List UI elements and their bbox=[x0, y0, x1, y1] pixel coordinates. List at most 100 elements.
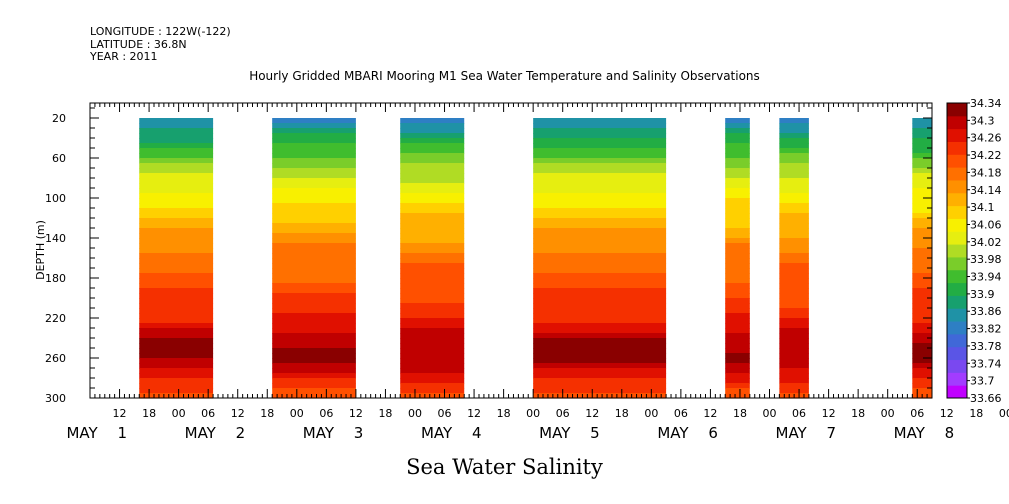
salinity-cell bbox=[533, 203, 667, 209]
salinity-cell bbox=[779, 263, 809, 269]
y-tick-label: 300 bbox=[45, 392, 66, 405]
colorbar-label: 33.98 bbox=[970, 253, 1002, 266]
x-tick-label: 18 bbox=[733, 407, 747, 420]
x-tick-label: 06 bbox=[674, 407, 688, 420]
salinity-cell bbox=[400, 288, 465, 294]
salinity-cell bbox=[779, 143, 809, 149]
salinity-cell bbox=[400, 188, 465, 194]
salinity-cell bbox=[912, 198, 932, 204]
colorbar-swatch bbox=[947, 179, 967, 194]
salinity-cell bbox=[139, 168, 214, 174]
salinity-cell bbox=[139, 308, 214, 314]
salinity-cell bbox=[912, 263, 932, 269]
salinity-cell bbox=[400, 118, 465, 124]
x-tick-label: 00 bbox=[763, 407, 777, 420]
x-tick-label: 06 bbox=[556, 407, 570, 420]
salinity-cell bbox=[400, 128, 465, 134]
salinity-cell bbox=[725, 363, 750, 369]
salinity-cell bbox=[725, 223, 750, 229]
salinity-cell bbox=[272, 248, 356, 254]
salinity-cell bbox=[272, 358, 356, 364]
salinity-cell bbox=[533, 338, 667, 344]
colorbar-swatch bbox=[947, 115, 967, 130]
salinity-cell bbox=[400, 333, 465, 339]
salinity-cell bbox=[912, 213, 932, 219]
salinity-cell bbox=[400, 323, 465, 329]
salinity-cell bbox=[139, 383, 214, 389]
longitude-label: LONGITUDE : 122W(-122) bbox=[90, 25, 231, 38]
salinity-cell bbox=[725, 118, 750, 124]
x-date-month: MAY bbox=[421, 424, 453, 442]
salinity-cell bbox=[400, 273, 465, 279]
salinity-cell bbox=[400, 293, 465, 299]
salinity-cell bbox=[725, 123, 750, 129]
salinity-cell bbox=[912, 328, 932, 334]
salinity-cell bbox=[912, 208, 932, 214]
salinity-cell bbox=[912, 253, 932, 259]
salinity-cell bbox=[272, 353, 356, 359]
y-axis-label: DEPTH (m) bbox=[34, 220, 47, 280]
salinity-cell bbox=[272, 213, 356, 219]
salinity-cell bbox=[272, 168, 356, 174]
salinity-cell bbox=[272, 338, 356, 344]
salinity-cell bbox=[139, 328, 214, 334]
salinity-cell bbox=[912, 193, 932, 199]
colorbar-label: 34.34 bbox=[970, 97, 1002, 110]
salinity-cell bbox=[139, 128, 214, 134]
x-tick-label: 06 bbox=[201, 407, 215, 420]
salinity-cell bbox=[400, 343, 465, 349]
salinity-cell bbox=[533, 218, 667, 224]
salinity-cell bbox=[912, 363, 932, 369]
salinity-cell bbox=[533, 188, 667, 194]
salinity-cell bbox=[779, 373, 809, 379]
salinity-cell bbox=[533, 353, 667, 359]
salinity-cell bbox=[139, 393, 214, 399]
salinity-cell bbox=[272, 383, 356, 389]
salinity-cell bbox=[779, 248, 809, 254]
colorbar-swatch bbox=[947, 308, 967, 322]
colorbar-label: 33.86 bbox=[970, 305, 1002, 318]
x-tick-label: 18 bbox=[615, 407, 629, 420]
salinity-cell bbox=[912, 388, 932, 394]
salinity-cell bbox=[725, 153, 750, 159]
salinity-cell bbox=[400, 158, 465, 164]
salinity-cell bbox=[533, 198, 667, 204]
salinity-cell bbox=[139, 248, 214, 254]
year-label: YEAR : 2011 bbox=[90, 50, 158, 63]
x-tick-label: 12 bbox=[349, 407, 363, 420]
colorbar-swatch bbox=[947, 154, 967, 168]
salinity-cell bbox=[139, 158, 214, 164]
salinity-cell bbox=[725, 208, 750, 214]
x-tick-label: 12 bbox=[585, 407, 599, 420]
salinity-cell bbox=[533, 178, 667, 184]
salinity-cell bbox=[725, 248, 750, 254]
colorbar-frame bbox=[946, 102, 968, 399]
x-tick-label: 06 bbox=[438, 407, 452, 420]
salinity-cell bbox=[400, 348, 465, 354]
salinity-cell bbox=[779, 198, 809, 204]
x-tick-label: 12 bbox=[467, 407, 481, 420]
salinity-cell bbox=[533, 308, 667, 314]
salinity-cell bbox=[400, 258, 465, 264]
salinity-cell bbox=[725, 183, 750, 189]
chart-title: Hourly Gridded MBARI Mooring M1 Sea Wate… bbox=[249, 69, 760, 83]
salinity-cell bbox=[272, 278, 356, 284]
salinity-cell bbox=[912, 358, 932, 364]
salinity-cell bbox=[912, 178, 932, 184]
salinity-cell bbox=[400, 363, 465, 369]
salinity-cell bbox=[139, 208, 214, 214]
salinity-cell bbox=[912, 283, 932, 289]
colorbar-swatch bbox=[947, 282, 967, 296]
salinity-cell bbox=[400, 388, 465, 394]
salinity-cell bbox=[779, 343, 809, 349]
salinity-cell bbox=[779, 258, 809, 264]
salinity-cell bbox=[725, 368, 750, 374]
salinity-cell bbox=[533, 273, 667, 279]
salinity-cell bbox=[912, 288, 932, 294]
salinity-cell bbox=[725, 323, 750, 329]
salinity-cell bbox=[912, 228, 932, 234]
x-date-day: 1 bbox=[117, 424, 127, 442]
salinity-cell bbox=[272, 228, 356, 234]
salinity-cell bbox=[533, 168, 667, 174]
salinity-cell bbox=[400, 228, 465, 234]
